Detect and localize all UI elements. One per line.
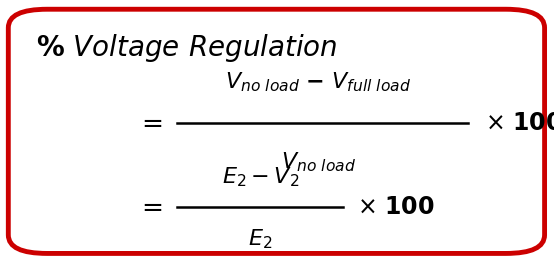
Text: $\times\ \mathbf{100}$: $\times\ \mathbf{100}$: [485, 111, 554, 135]
Text: $\mathbf{\mathit{E_2}}$: $\mathbf{\mathit{E_2}}$: [248, 227, 273, 251]
Text: $=$: $=$: [136, 110, 163, 136]
Text: $\mathbf{\mathit{V_{no\ load}}}$: $\mathbf{\mathit{V_{no\ load}}}$: [281, 150, 356, 174]
Text: $\times\ \mathbf{100}$: $\times\ \mathbf{100}$: [357, 195, 435, 219]
Text: $\bf{\%}\ \mathbf{\mathit{Voltage\ Regulation}}$: $\bf{\%}\ \mathbf{\mathit{Voltage\ Regul…: [36, 31, 337, 64]
Text: $=$: $=$: [136, 194, 163, 220]
Text: $\mathbf{\mathit{V_{no\ load}}}\ \mathbf{-}\ \mathbf{\mathit{V_{full\ load}}}$: $\mathbf{\mathit{V_{no\ load}}}\ \mathbf…: [225, 70, 412, 94]
Text: $\mathbf{\mathit{E_2 - V_2}}$: $\mathbf{\mathit{E_2 - V_2}}$: [222, 165, 299, 189]
FancyBboxPatch shape: [8, 9, 545, 253]
